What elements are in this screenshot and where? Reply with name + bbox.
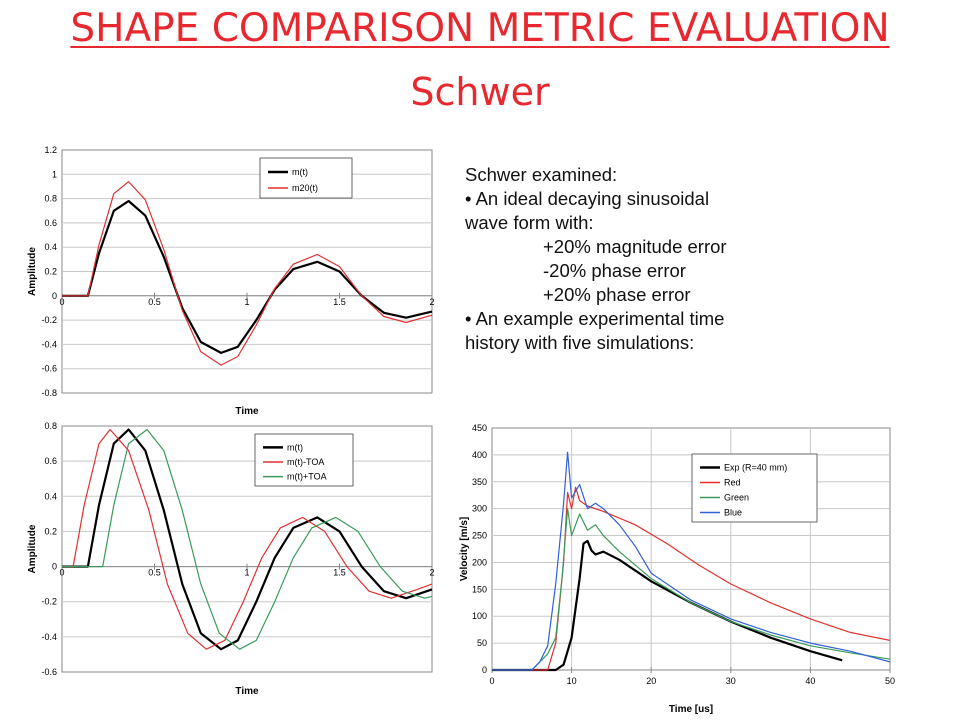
series-line-1 xyxy=(492,539,843,672)
x-tick-label: 40 xyxy=(805,676,815,686)
chart-velocity-history: 450 400 350 300 250 200 150 100 50 00 10 20 30 40 50 Ti… xyxy=(459,423,895,715)
series-line-1 xyxy=(62,428,433,651)
x-tick-label: 0 xyxy=(59,568,64,578)
x-tick-label: 0.5 xyxy=(148,297,161,307)
legend-box xyxy=(259,157,353,199)
y-tick-label: 250 xyxy=(472,531,487,541)
y-tick-label: -0.4 xyxy=(41,339,57,349)
x-tick-label: 0 xyxy=(489,676,494,686)
y-tick-label: 450 xyxy=(472,423,487,433)
y-tick-label: 300 xyxy=(472,504,487,514)
x-tick-label: 1.5 xyxy=(333,297,346,307)
x-tick-label: 1 xyxy=(244,568,249,578)
y-tick-label: 50 xyxy=(477,638,487,648)
y-tick-label: -0.6 xyxy=(41,667,57,677)
notes-text: Schwer examined: • An ideal decaying sin… xyxy=(465,163,825,355)
x-tick-label: 30 xyxy=(726,676,736,686)
y-tick-label: -0.6 xyxy=(41,364,57,374)
legend-label: m(t)+TOA xyxy=(287,472,327,482)
y-tick-label: 200 xyxy=(472,557,487,567)
legend-label: m(t)-TOA xyxy=(287,457,324,467)
y-tick-label: 350 xyxy=(472,477,487,487)
x-tick-label: 10 xyxy=(567,676,577,686)
y-tick-label: -0.2 xyxy=(41,315,57,325)
notes-bullet-2-line-2: history with five simulations: xyxy=(465,332,695,353)
chart-phase-error: 0.8 0.6 0.4 0.2 0 -0.2 -0.4 -0.6 0 0.5 1 1.5 2 Time Am… xyxy=(27,421,435,697)
y-tick-label: 0.2 xyxy=(44,267,57,277)
x-tick-label: 1.5 xyxy=(333,568,346,578)
notes-item-phase-minus: -20% phase error xyxy=(543,260,686,281)
y-tick-label: 150 xyxy=(472,584,487,594)
y-axis-label: Amplitude xyxy=(27,524,38,573)
x-tick-label: 2 xyxy=(429,297,434,307)
plot-area xyxy=(61,425,433,673)
y-tick-label: 0.6 xyxy=(44,218,57,228)
notes-item-phase-plus: +20% phase error xyxy=(543,284,691,305)
y-tick-label: 0.6 xyxy=(44,456,57,466)
series-line-2 xyxy=(62,180,433,366)
notes-heading: Schwer examined: xyxy=(465,164,618,185)
notes-bullet-1-line-1: • An ideal decaying sinusoidal xyxy=(465,188,710,209)
y-tick-label: 0.4 xyxy=(44,491,57,501)
y-tick-label: -0.2 xyxy=(41,597,57,607)
series-line-4 xyxy=(492,451,891,671)
series-line-3 xyxy=(62,428,433,650)
notes-bullet-2-line-1: • An example experimental time xyxy=(465,308,725,329)
x-axis-label: Time xyxy=(235,406,259,417)
x-tick-label: 0.5 xyxy=(148,568,161,578)
chart-magnitude-error: 1.210.80.60.40.20-0.2-0.4-0.6-0.80 0.5 1 1.… xyxy=(27,145,435,417)
legend-label: m(t) xyxy=(292,167,308,177)
x-tick-label: 50 xyxy=(885,676,895,686)
legend-label: Green xyxy=(724,493,749,503)
x-tick-label: 0 xyxy=(59,297,64,307)
series-line-2 xyxy=(62,428,433,650)
y-axis-label: Amplitude xyxy=(27,247,38,296)
legend-label: Blue xyxy=(724,508,742,518)
slide-subtitle: Schwer xyxy=(410,70,550,114)
y-tick-label: 0.2 xyxy=(44,526,57,536)
y-tick-label: -0.4 xyxy=(41,632,57,642)
legend-box xyxy=(691,453,818,523)
legend-label: m20(t) xyxy=(292,183,318,193)
y-tick-label: 0.8 xyxy=(44,194,57,204)
y-tick-label: 0 xyxy=(482,665,487,675)
legend-label: m(t) xyxy=(287,442,303,452)
plot-area xyxy=(491,427,891,671)
y-tick-label: 0.8 xyxy=(44,421,57,431)
y-tick-label: 1.2 xyxy=(44,145,57,155)
x-axis-label: Time [us] xyxy=(669,704,713,715)
notes-item-magnitude: +20% magnitude error xyxy=(543,236,727,257)
series-line-3 xyxy=(492,508,891,671)
y-tick-label: 0.4 xyxy=(44,242,57,252)
y-tick-label: 100 xyxy=(472,611,487,621)
x-tick-label: 1 xyxy=(244,297,249,307)
x-axis-label: Time xyxy=(235,686,259,697)
y-tick-label: 1 xyxy=(52,169,57,179)
x-tick-label: 2 xyxy=(429,568,434,578)
y-tick-label: -0.8 xyxy=(41,388,57,398)
y-axis-label: Velocity [m/s] xyxy=(459,517,470,581)
y-tick-label: 0 xyxy=(52,291,57,301)
legend-label: Red xyxy=(724,478,741,488)
slide-title: SHAPE COMPARISON METRIC EVALUATION xyxy=(70,6,890,51)
legend-label: Exp (R=40 mm) xyxy=(724,463,787,473)
x-tick-label: 20 xyxy=(646,676,656,686)
y-tick-label: 0 xyxy=(52,562,57,572)
notes-bullet-1-line-2: wave form with: xyxy=(465,212,594,233)
y-tick-label: 400 xyxy=(472,450,487,460)
